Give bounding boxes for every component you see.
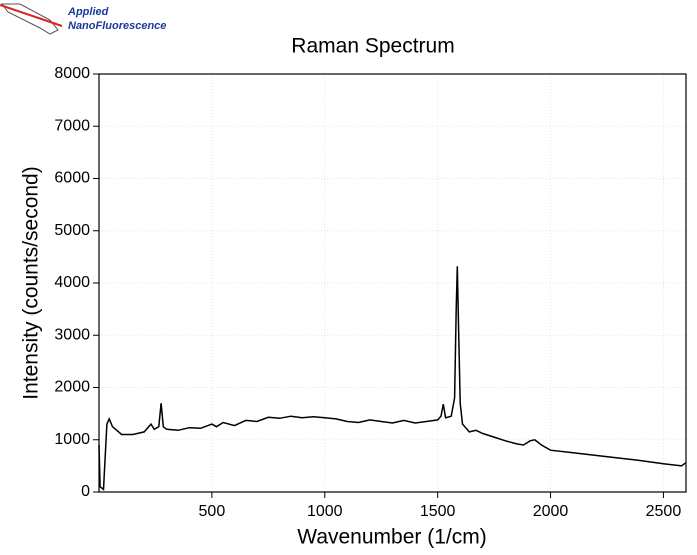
plot-frame [98,73,687,493]
y-tick-label: 5000 [54,222,90,239]
x-tick-label: 2000 [533,503,569,520]
x-tick-label: 500 [199,503,226,520]
y-tick-label: 0 [81,483,90,500]
y-tick-label: 4000 [54,274,90,291]
y-tick-label: 2000 [54,379,90,396]
y-tick-label: 6000 [54,170,90,187]
logo-text: Applied [67,6,109,18]
x-tick-label: 2500 [646,503,682,520]
y-tick-label: 8000 [54,65,90,82]
logo: Applied NanoFluorescence [0,3,166,35]
chart-title: Raman Spectrum [291,35,454,58]
logo-text: NanoFluorescence [68,20,166,32]
y-axis-label: Intensity (counts/second) [20,166,43,399]
y-tick-label: 7000 [54,117,90,134]
y-tick-label: 3000 [54,326,90,343]
x-tick-label: 1500 [420,503,456,520]
x-tick-label: 1000 [307,503,343,520]
spectrum-line [98,266,687,491]
y-tick-label: 1000 [54,431,90,448]
x-axis-label: Wavenumber (1/cm) [297,526,486,549]
logo-hex [1,3,59,35]
logo-stripe [0,4,63,27]
